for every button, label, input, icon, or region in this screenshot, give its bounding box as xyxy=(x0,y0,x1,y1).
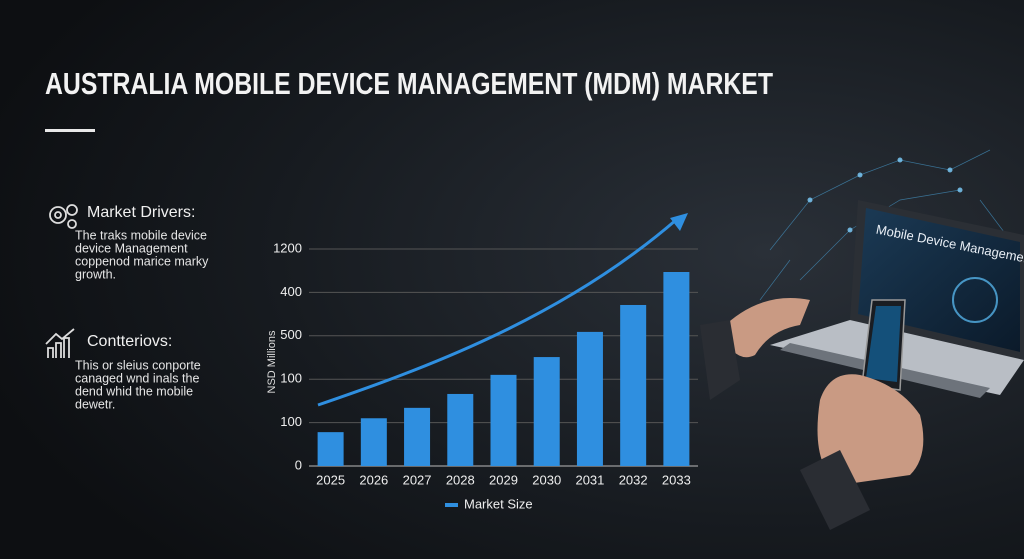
bar xyxy=(533,357,560,466)
bar xyxy=(360,418,387,466)
y-axis-title: NSD Millions xyxy=(266,330,278,393)
bar xyxy=(447,393,474,466)
x-tick-label: 2032 xyxy=(619,472,648,487)
x-tick-label: 2033 xyxy=(662,472,691,487)
section-text: dewetr. xyxy=(75,397,115,411)
legend-label: Market Size xyxy=(464,496,533,511)
section-text: growth. xyxy=(75,267,116,281)
x-tick-label: 2029 xyxy=(489,472,518,487)
legend-swatch xyxy=(445,503,458,507)
bar xyxy=(404,407,431,466)
bar xyxy=(317,432,344,466)
x-tick-label: 2031 xyxy=(575,472,604,487)
y-tick-label: 100 xyxy=(280,371,302,386)
x-tick-label: 2028 xyxy=(446,472,475,487)
trend-arrow xyxy=(317,218,677,407)
y-tick-label: 0 xyxy=(295,457,302,472)
growth-icon xyxy=(45,328,75,358)
y-tick-label: 1200 xyxy=(273,240,302,255)
title-underline xyxy=(45,129,95,132)
y-tick-label: 100 xyxy=(280,414,302,429)
section-text: coppenod marice marky xyxy=(75,254,209,268)
section-heading: Contteriovs: xyxy=(87,333,172,350)
bar xyxy=(576,331,603,466)
device-illustration: Mobile Device Management xyxy=(700,149,1024,530)
x-tick-label: 2025 xyxy=(316,472,345,487)
section-text: This or sleius conporte xyxy=(75,358,201,372)
y-tick-label: 400 xyxy=(280,284,302,299)
section-text: canaged wnd inals the xyxy=(75,371,199,385)
trend-arrowhead xyxy=(670,213,688,231)
section-text: device Management xyxy=(75,241,188,255)
gear-icon xyxy=(49,204,78,229)
x-tick-label: 2026 xyxy=(359,472,388,487)
bar xyxy=(663,272,690,466)
title: AUSTRALIA MOBILE DEVICE MANAGEMENT (MDM)… xyxy=(45,66,773,101)
section-text: dend whid the mobile xyxy=(75,384,193,398)
bar xyxy=(490,374,517,466)
x-tick-label: 2030 xyxy=(532,472,561,487)
y-tick-label: 500 xyxy=(280,327,302,342)
bar xyxy=(620,304,647,466)
section-heading: Market Drivers: xyxy=(87,204,195,221)
section-text: The traks mobile device xyxy=(75,228,207,242)
x-tick-label: 2027 xyxy=(403,472,432,487)
